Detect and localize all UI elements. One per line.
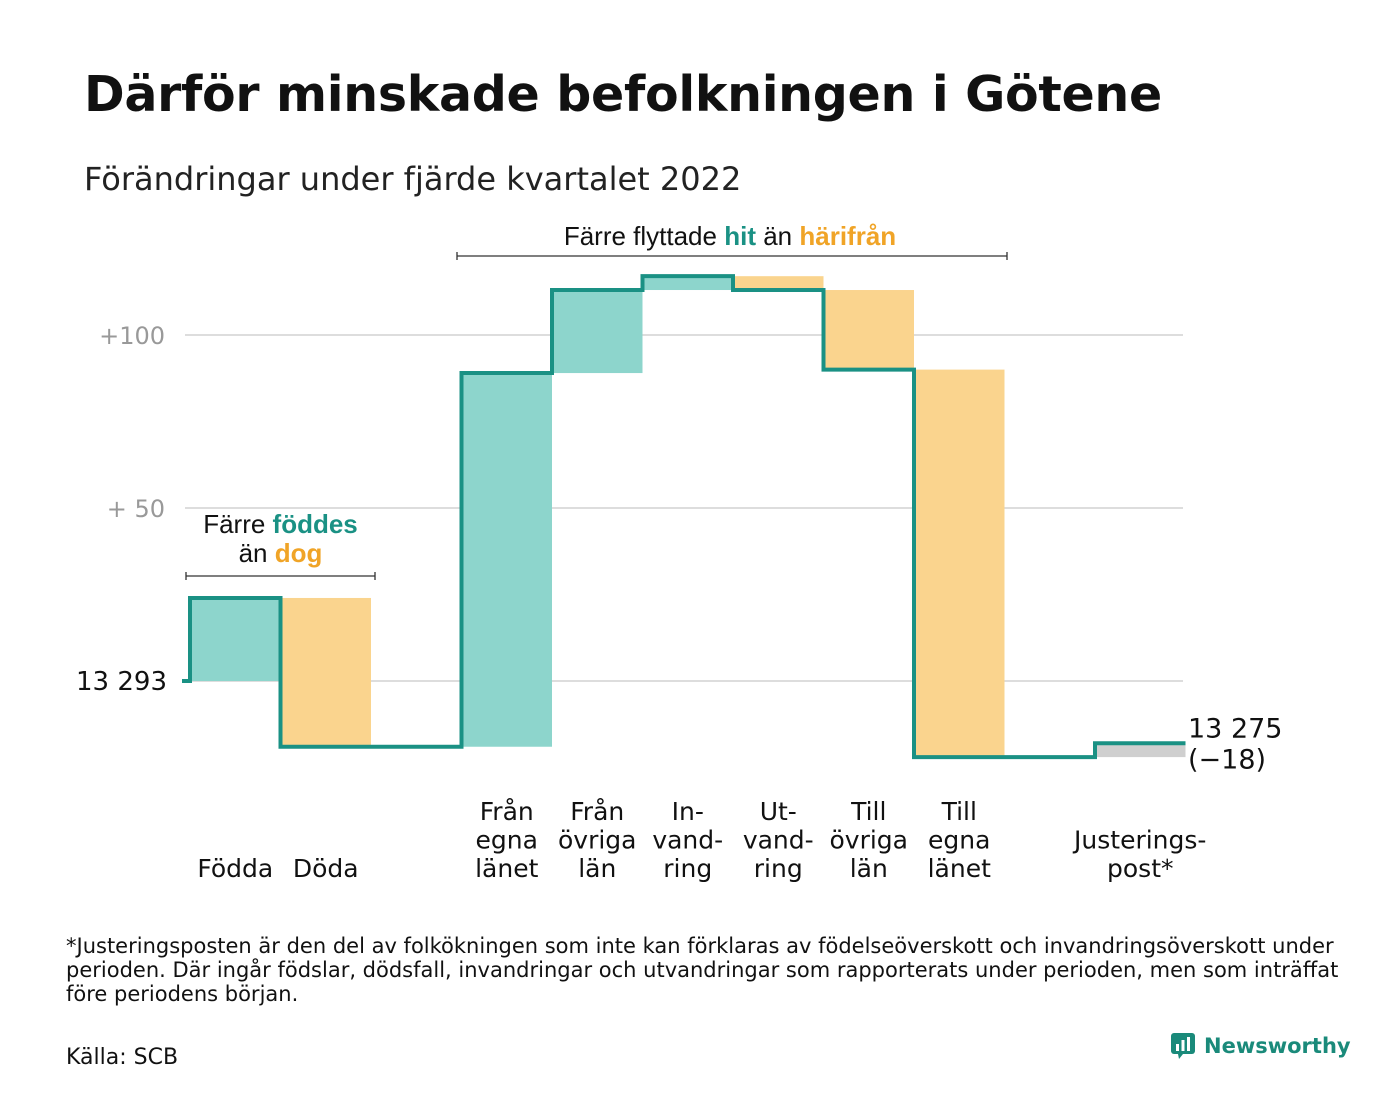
category-label-invandring: vand- bbox=[652, 826, 723, 855]
bar-fran-egna bbox=[461, 373, 552, 747]
start-value-label: 13 293 bbox=[76, 667, 167, 697]
category-label-utvandring: vand- bbox=[743, 826, 814, 855]
bar-doda bbox=[280, 597, 371, 747]
category-label-utvandring: Ut- bbox=[760, 797, 797, 826]
category-label-fran-egna: Från bbox=[480, 797, 534, 826]
category-label-fran-egna: länet bbox=[475, 854, 538, 883]
bar-utvandring bbox=[733, 276, 824, 291]
annotation-migration: Färre flyttade hit än härifrån bbox=[564, 221, 896, 251]
running-total-line bbox=[182, 274, 1186, 760]
y-tick-label: + 50 bbox=[107, 495, 165, 523]
footnote: *Justeringsposten är den del av folkökni… bbox=[66, 934, 1339, 1006]
category-label-utvandring: ring bbox=[754, 854, 803, 883]
category-label-till-ovriga: Till bbox=[850, 797, 886, 826]
newsworthy-logo-icon bbox=[1171, 1033, 1195, 1059]
category-label-till-ovriga: övriga bbox=[829, 826, 908, 855]
category-label-invandring: ring bbox=[663, 854, 712, 883]
category-label-till-egna: Till bbox=[941, 797, 977, 826]
source-label: Källa: SCB bbox=[66, 1045, 179, 1070]
change-label: (−18) bbox=[1188, 744, 1266, 775]
bar-justering bbox=[1095, 743, 1186, 758]
category-label-doda: Döda bbox=[293, 854, 359, 883]
annotation-births-line2: än dog bbox=[239, 538, 323, 568]
bar-till-ovriga bbox=[823, 290, 914, 370]
brand: Newsworthy bbox=[1170, 1032, 1351, 1060]
category-label-till-ovriga: län bbox=[850, 854, 888, 883]
category-label-justering: Justerings- bbox=[1072, 826, 1206, 855]
category-label-fran-ovriga: Från bbox=[570, 797, 624, 826]
bar-fran-ovriga bbox=[552, 290, 643, 374]
category-label-invandring: In- bbox=[672, 797, 704, 826]
chart-subtitle: Förändringar under fjärde kvartalet 2022 bbox=[84, 160, 742, 198]
y-tick-label: +100 bbox=[99, 322, 165, 350]
category-label-fran-ovriga: övriga bbox=[558, 826, 637, 855]
bar-till-egna bbox=[914, 369, 1005, 758]
bar-invandring bbox=[642, 276, 733, 291]
category-label-fran-ovriga: län bbox=[578, 854, 616, 883]
page-title: Därför minskade befolkningen i Götene bbox=[84, 66, 1162, 123]
category-label-fodda: Födda bbox=[197, 854, 273, 883]
end-value-label: 13 275 bbox=[1188, 713, 1282, 744]
annotation-births-line1: Färre föddes bbox=[203, 509, 358, 539]
category-label-till-egna: länet bbox=[928, 854, 991, 883]
brand-name: Newsworthy bbox=[1204, 1034, 1351, 1058]
category-label-fran-egna: egna bbox=[476, 826, 538, 855]
category-label-till-egna: egna bbox=[928, 826, 990, 855]
bar-fodda bbox=[190, 597, 281, 681]
category-label-justering: post* bbox=[1107, 854, 1174, 883]
